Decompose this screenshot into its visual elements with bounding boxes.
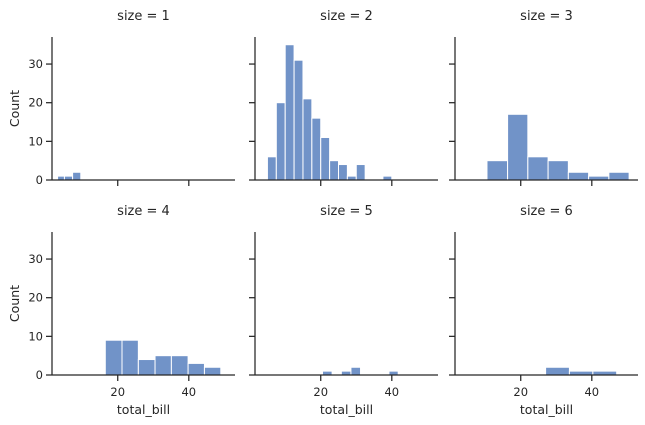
panel-2-bar-11	[355, 164, 366, 181]
panel-5-title: size = 5	[320, 204, 373, 219]
panel-1-ytick-label-10: 10	[28, 134, 43, 148]
panel-2-bar-2	[275, 102, 286, 181]
panel-3-bar-5	[567, 171, 590, 181]
panel-2-bar-3	[284, 44, 295, 181]
panel-6-bar-1	[545, 366, 570, 376]
panel-3-bar-3	[527, 156, 549, 181]
panel-1-bar-3	[72, 171, 82, 181]
panel-4-xlabel: total_bill	[117, 402, 170, 417]
panel-3-bar-7	[608, 171, 630, 181]
panel-6-xtick-label-40: 40	[584, 385, 599, 399]
panel-4-bar-1	[104, 339, 123, 376]
panel-1-ytick-label-20: 20	[28, 96, 43, 110]
panel-4-bar-4	[154, 355, 172, 376]
panel-1-ylabel: Count	[7, 90, 22, 127]
panel-2-bar-6	[311, 117, 322, 181]
panel-5-xlabel: total_bill	[320, 402, 373, 417]
panel-4-ytick-label-0: 0	[36, 368, 43, 382]
panel-6-xlabel: total_bill	[520, 402, 573, 417]
panel-6-xtick-label-20: 20	[513, 385, 528, 399]
panel-4-ytick-label-30: 30	[28, 252, 43, 266]
panel-4-bar-3	[137, 359, 156, 376]
panel-1-ytick-label-30: 30	[28, 57, 43, 71]
panel-4-title: size = 4	[117, 204, 170, 219]
panel-2-bar-8	[329, 160, 339, 181]
panel-4-bar-2	[121, 339, 139, 376]
panel-2-title: size = 2	[320, 9, 373, 24]
panel-6-title: size = 6	[520, 204, 573, 219]
panel-2-bar-9	[338, 164, 348, 181]
panel-4-bar-5	[170, 355, 189, 376]
panel-3-title: size = 3	[520, 9, 573, 24]
panel-4-bar-6	[187, 362, 205, 376]
panel-4-bar-7	[203, 366, 222, 376]
panel-2-bar-7	[320, 136, 331, 181]
panel-2-bar-5	[302, 98, 313, 181]
panel-5-xtick-label-40: 40	[384, 385, 399, 399]
panel-4-xtick-label-20: 20	[110, 385, 125, 399]
panel-5-xtick-label-20: 20	[313, 385, 328, 399]
panel-2-bar-1	[266, 156, 277, 181]
panel-4-xtick-label-40: 40	[181, 385, 196, 399]
panel-2-bar-4	[293, 59, 304, 181]
panel-4-ytick-label-10: 10	[28, 329, 43, 343]
panel-5-bar-4	[350, 366, 362, 376]
panel-3-bar-1	[486, 160, 509, 181]
panel-3-bar-4	[547, 160, 569, 181]
panel-1-ytick-label-0: 0	[36, 173, 43, 187]
panel-4-ytick-label-20: 20	[28, 291, 43, 305]
panel-1-title: size = 1	[117, 9, 170, 24]
panel-3-bar-2	[507, 113, 529, 181]
panel-4-ylabel: Count	[7, 285, 22, 322]
